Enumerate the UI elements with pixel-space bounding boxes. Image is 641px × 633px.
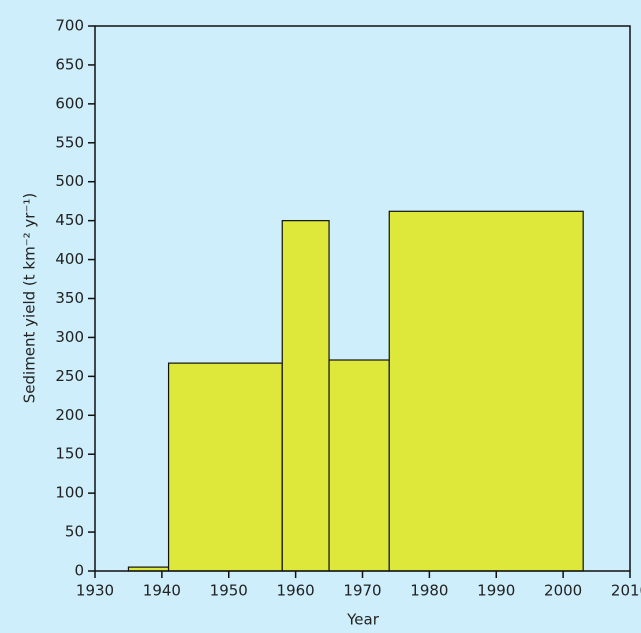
y-tick-label: 300 [55,328,84,346]
x-tick-label: 1950 [210,582,248,600]
y-tick-label: 500 [55,172,84,190]
x-tick-label: 1930 [76,582,114,600]
y-tick-label: 600 [55,94,84,112]
x-tick-label: 1990 [477,582,515,600]
bar [167,362,283,572]
y-tick-label: 250 [55,367,84,385]
x-tick-label: 1970 [343,582,381,600]
x-tick-label: 2000 [544,582,582,600]
y-axis-label: Sediment yield (t km⁻² yr⁻¹) [21,193,39,404]
x-tick-label: 1980 [410,582,448,600]
y-tick-label: 50 [65,523,84,541]
bar [328,359,390,572]
y-tick-label: 0 [74,562,84,580]
x-tick-label: 1960 [277,582,315,600]
y-tick-label: 450 [55,211,84,229]
y-tick-label: 100 [55,484,84,502]
bar [281,220,330,572]
y-tick-label: 550 [55,133,84,151]
y-tick-label: 200 [55,406,84,424]
y-tick-label: 400 [55,250,84,268]
x-tick-label: 2010 [611,582,641,600]
y-tick-label: 650 [55,55,84,73]
x-axis-label: Year [346,611,380,629]
y-tick-label: 700 [55,17,84,35]
y-tick-label: 150 [55,445,84,463]
bar [388,210,584,572]
x-tick-label: 1940 [143,582,181,600]
y-tick-label: 350 [55,289,84,307]
